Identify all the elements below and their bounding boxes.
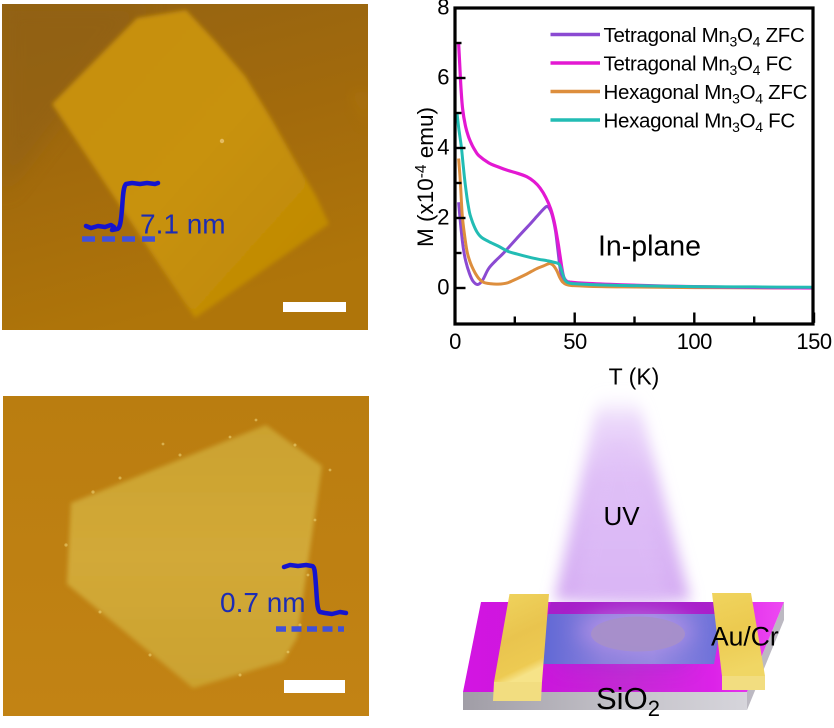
svg-text:8: 8 [437, 0, 449, 20]
svg-text:Au/Cr: Au/Cr [711, 622, 779, 652]
svg-text:Hexagonal Mn3O4 FC: Hexagonal Mn3O4 FC [604, 109, 796, 134]
svg-text:In-plane: In-plane [598, 231, 701, 263]
svg-text:Hexagonal Mn3O4 ZFC: Hexagonal Mn3O4 ZFC [604, 81, 808, 107]
svg-text:Tetragonal Mn3O4 FC: Tetragonal Mn3O4 FC [604, 52, 793, 78]
svg-text:0: 0 [437, 275, 449, 300]
svg-text:150: 150 [796, 329, 831, 354]
svg-text:T (K): T (K) [609, 364, 660, 390]
svg-text:Tetragonal Mn3O4 ZFC: Tetragonal Mn3O4 ZFC [604, 24, 806, 50]
svg-text:0.7 nm: 0.7 nm [220, 587, 306, 618]
svg-text:2: 2 [437, 205, 449, 230]
svg-text:6: 6 [437, 65, 449, 90]
svg-text:7.1 nm: 7.1 nm [140, 209, 226, 240]
svg-text:50: 50 [563, 329, 587, 354]
svg-text:4: 4 [437, 135, 449, 160]
svg-text:0: 0 [449, 329, 461, 354]
svg-text:100: 100 [677, 329, 712, 354]
svg-text:UV: UV [604, 501, 641, 531]
